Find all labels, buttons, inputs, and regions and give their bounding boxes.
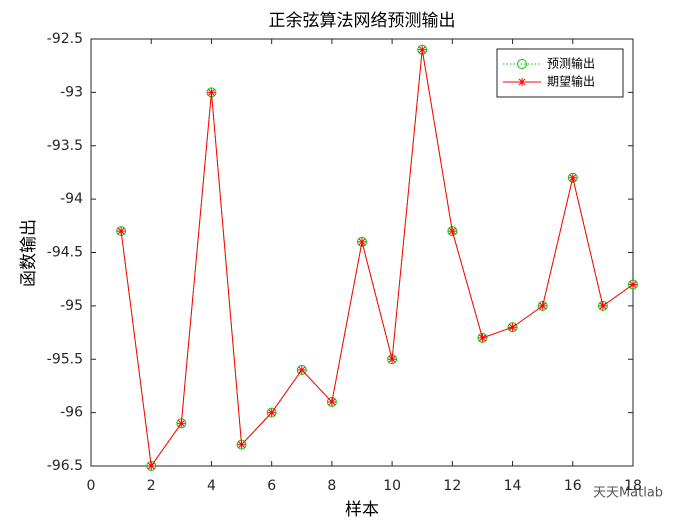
marker xyxy=(207,88,216,97)
marker xyxy=(538,301,547,310)
marker xyxy=(478,333,487,342)
x-tick-label: 18 xyxy=(624,478,642,494)
marker xyxy=(237,440,246,449)
marker xyxy=(358,237,366,246)
y-tick-label: -95 xyxy=(60,298,83,314)
y-axis-label: 函数输出 xyxy=(19,219,38,287)
marker-stroke xyxy=(328,398,336,406)
marker xyxy=(327,397,336,406)
y-tick-label: -96.5 xyxy=(47,458,83,474)
marker xyxy=(326,396,337,407)
marker xyxy=(266,407,277,418)
marker xyxy=(147,462,156,470)
marker-stroke xyxy=(448,227,456,235)
series-line xyxy=(120,49,634,468)
marker-stroke xyxy=(539,302,547,310)
marker xyxy=(418,45,427,54)
x-axis-label: 样本 xyxy=(345,500,379,519)
marker xyxy=(517,59,527,69)
chart-title: 正余弦算法网络预测输出 xyxy=(269,11,456,30)
x-tick-label: 14 xyxy=(504,478,522,494)
y-tick-label: -92.5 xyxy=(47,31,83,47)
marker-stroke xyxy=(268,409,276,416)
marker xyxy=(628,279,638,290)
x-tick-label: 2 xyxy=(147,478,156,494)
marker xyxy=(508,323,517,332)
marker-stroke xyxy=(629,281,637,288)
marker-stroke xyxy=(238,441,245,449)
marker xyxy=(447,226,458,237)
marker-stroke xyxy=(388,355,396,363)
marker xyxy=(388,355,397,364)
x-tick-label: 0 xyxy=(87,478,96,494)
marker-stroke xyxy=(117,227,125,235)
marker xyxy=(629,280,637,289)
marker-stroke xyxy=(599,302,607,310)
marker xyxy=(598,301,607,310)
x-tick-label: 4 xyxy=(207,478,216,494)
marker-stroke xyxy=(509,323,516,331)
marker xyxy=(507,322,518,333)
x-tick-label: 16 xyxy=(564,478,582,494)
plot-area xyxy=(90,38,634,467)
marker xyxy=(568,173,577,182)
marker-stroke xyxy=(418,46,426,54)
y-tick-label: -93.5 xyxy=(47,138,83,154)
legend-label: 预测输出 xyxy=(547,56,595,71)
marker-stroke xyxy=(479,334,486,342)
marker xyxy=(537,300,548,311)
y-tick-label: -95.5 xyxy=(47,351,83,367)
marker-stroke xyxy=(147,462,155,470)
y-tick-label: -94 xyxy=(60,191,83,207)
y-tick-label: -96 xyxy=(60,405,83,421)
y-tick-label: -93 xyxy=(60,84,83,100)
marker-stroke xyxy=(518,78,526,86)
marker xyxy=(357,236,367,247)
marker-stroke xyxy=(177,419,185,427)
x-tick-label: 8 xyxy=(327,478,336,494)
x-tick-label: 12 xyxy=(443,478,461,494)
marker xyxy=(518,78,526,86)
marker xyxy=(146,461,157,471)
legend-label: 期望输出 xyxy=(547,74,595,89)
marker-stroke xyxy=(208,89,215,96)
watermark: 天天Matlab xyxy=(593,486,663,501)
marker xyxy=(177,419,186,428)
marker xyxy=(567,172,578,183)
marker-stroke xyxy=(569,174,577,182)
x-tick-label: 10 xyxy=(383,478,401,494)
marker xyxy=(296,364,307,375)
marker xyxy=(117,227,126,236)
x-tick-label: 6 xyxy=(267,478,276,494)
marker xyxy=(267,408,276,417)
marker xyxy=(477,332,488,343)
legend-box xyxy=(496,48,624,98)
marker-stroke xyxy=(298,366,306,374)
marker xyxy=(297,365,306,374)
marker xyxy=(597,300,608,311)
y-tick-label: -94.5 xyxy=(47,245,83,261)
marker-stroke xyxy=(358,238,366,246)
marker xyxy=(448,227,457,236)
marker xyxy=(116,226,127,237)
